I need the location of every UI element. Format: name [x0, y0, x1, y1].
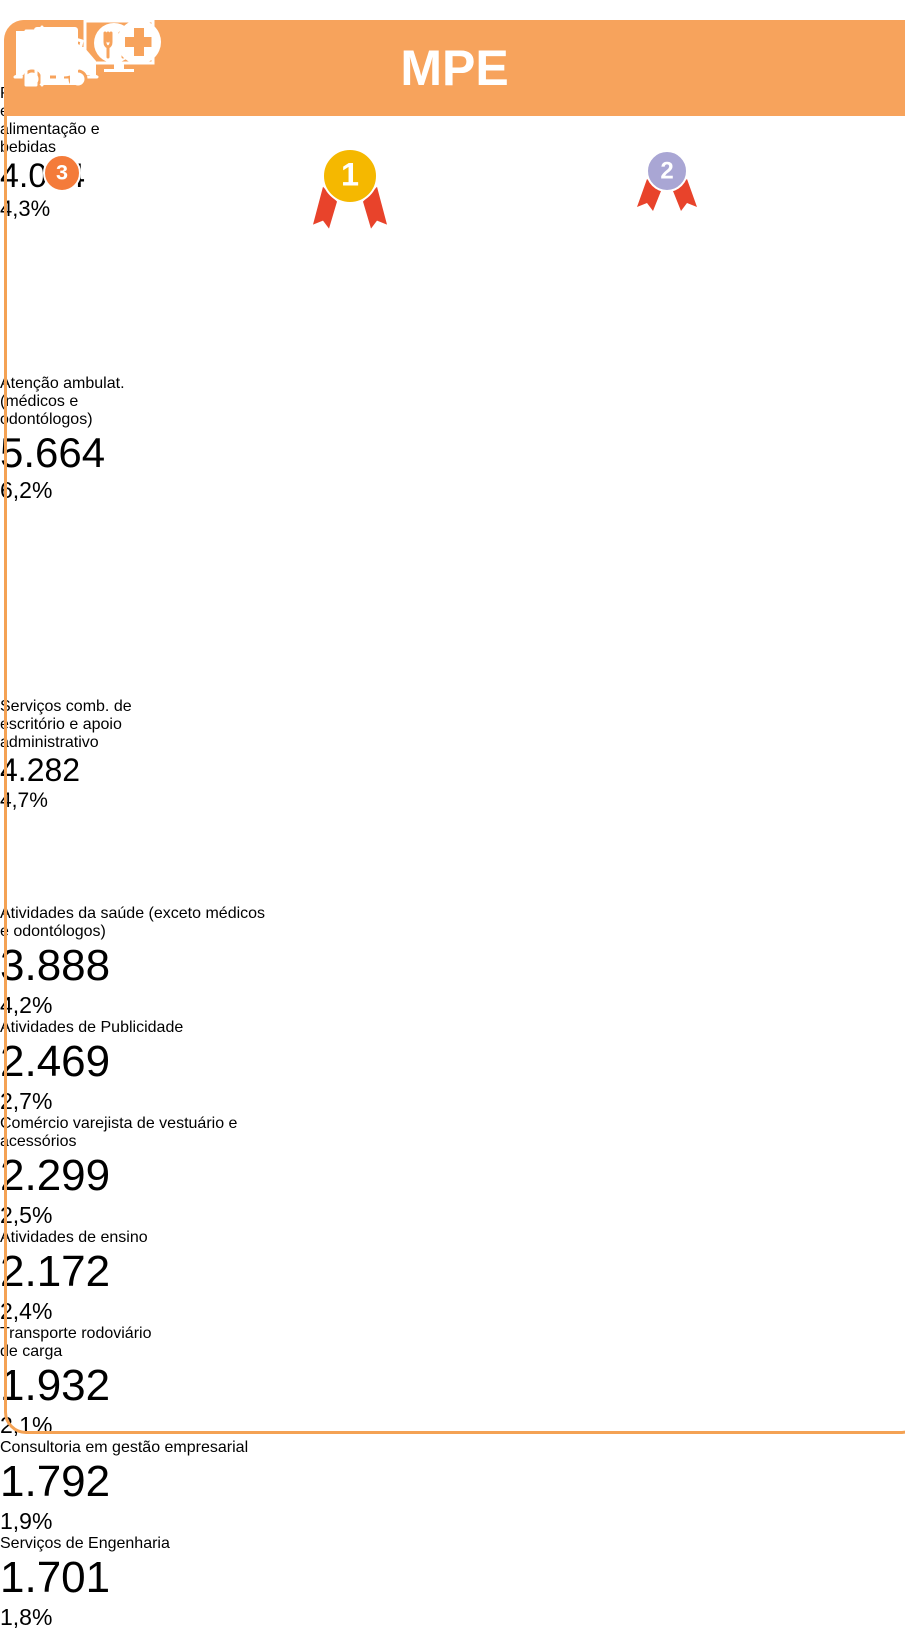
label-line: e odontólogos) [0, 923, 106, 940]
medal-disc [43, 154, 81, 192]
row-label: Serviços de Engenharia [0, 1535, 905, 1553]
card-share: 4,7% [0, 789, 48, 812]
card-icon [116, 19, 161, 64]
row-value: 1.701 [0, 1553, 111, 1602]
medal-disc [646, 150, 688, 192]
label-line: Atividades de Publicidade [0, 1019, 184, 1036]
row-value: 2.299 [0, 1151, 111, 1200]
row-share: 2,7% [0, 1088, 53, 1114]
row-label: Atividades de ensino [0, 1229, 905, 1247]
label-line: Atividades de ensino [0, 1229, 148, 1246]
label-line: acessórios [0, 1133, 77, 1150]
icon [58, 51, 70, 63]
sector-row: Serviços de Engenharia 1.701 1,8% [0, 25, 905, 1631]
medal-rank: 1 [341, 157, 359, 193]
card-share: 4,3% [0, 196, 51, 221]
medal-rank: 2 [660, 157, 673, 184]
label-line: odontólogos) [0, 411, 93, 428]
label-line: Serviços comb. de [0, 698, 132, 715]
icon [124, 27, 153, 56]
medal-rank: 3 [56, 160, 68, 185]
row-label: Atividades da saúde (exceto médicos e odo… [0, 905, 905, 941]
row-label: Comércio varejista de vestuário e acessór… [0, 1115, 905, 1151]
card-icon [83, 19, 154, 72]
sector-row: Atividades de Publicidade 2.469 2,7% [0, 29, 905, 1115]
icon [103, 62, 134, 72]
top-card: Atenção ambulat. (médicos e odontólogos) 5.… [0, 19, 277, 613]
label-line: administrativo [0, 734, 99, 751]
row-value: 2.172 [0, 1247, 111, 1296]
ribbon [637, 179, 697, 211]
row-label: Atividades de Publicidade [0, 1019, 905, 1037]
row-share: 1,8% [0, 1604, 53, 1630]
card-share: 6,2% [0, 477, 53, 503]
icon [24, 25, 44, 87]
card-icon [94, 22, 134, 63]
medal: 2 [637, 150, 697, 211]
label-line: Serviços de Engenharia [0, 1535, 170, 1552]
medal-disc [322, 148, 378, 204]
label-line: de carga [0, 1343, 63, 1360]
row-label: Consultoria em gestão empresarial [0, 1439, 905, 1457]
medal: 3 [43, 154, 81, 192]
row-icon [24, 25, 84, 87]
label-line: escritório e apoio [0, 716, 122, 733]
icon [28, 53, 78, 85]
row-label: Transporte rodoviário de carga [0, 1325, 905, 1361]
row-share: 2,4% [0, 1298, 53, 1324]
row-share: 1,9% [0, 1508, 53, 1534]
title: MPE [400, 40, 509, 96]
card-value: 4.282 [0, 752, 81, 788]
label-line: Comércio varejista de vestuário e [0, 1115, 238, 1132]
row-value: 1.792 [0, 1457, 111, 1506]
row-value: 3.888 [0, 941, 111, 990]
row-share: 4,2% [0, 992, 53, 1018]
row-value: 1.932 [0, 1361, 111, 1410]
sector-row: Consultoria em gestão empresarial 1.792 1,… [0, 31, 905, 1535]
top-card: Serviços comb. de escritório e apoio admin… [0, 19, 237, 905]
sector-row: Comércio varejista de vestuário e acessór… [0, 41, 905, 1229]
label-line: Atenção ambulat. [0, 375, 125, 392]
label-line: Atividades da saúde (exceto médicos [0, 905, 266, 922]
frame [4, 20, 905, 1434]
label-line: (médicos e [0, 393, 79, 410]
label-line: bebidas [0, 139, 57, 156]
label-line: Consultoria em gestão empresarial [0, 1439, 249, 1456]
icon [103, 31, 126, 58]
card-value: 5.664 [0, 429, 106, 476]
label-line: Transporte rodoviário [0, 1325, 152, 1342]
icon [44, 37, 84, 77]
medal: 1 [313, 148, 387, 229]
card-label: Serviços comb. de escritório e apoio admin… [0, 698, 237, 752]
ribbon [313, 186, 387, 229]
card-label: Atenção ambulat. (médicos e odontólogos) [0, 375, 277, 429]
row-share: 2,5% [0, 1202, 53, 1228]
label-line: alimentação e [0, 121, 100, 138]
row-value: 2.469 [0, 1037, 111, 1086]
page: {"title":"MPE", "top_cards":[ {"rank":"3… [0, 19, 905, 1630]
